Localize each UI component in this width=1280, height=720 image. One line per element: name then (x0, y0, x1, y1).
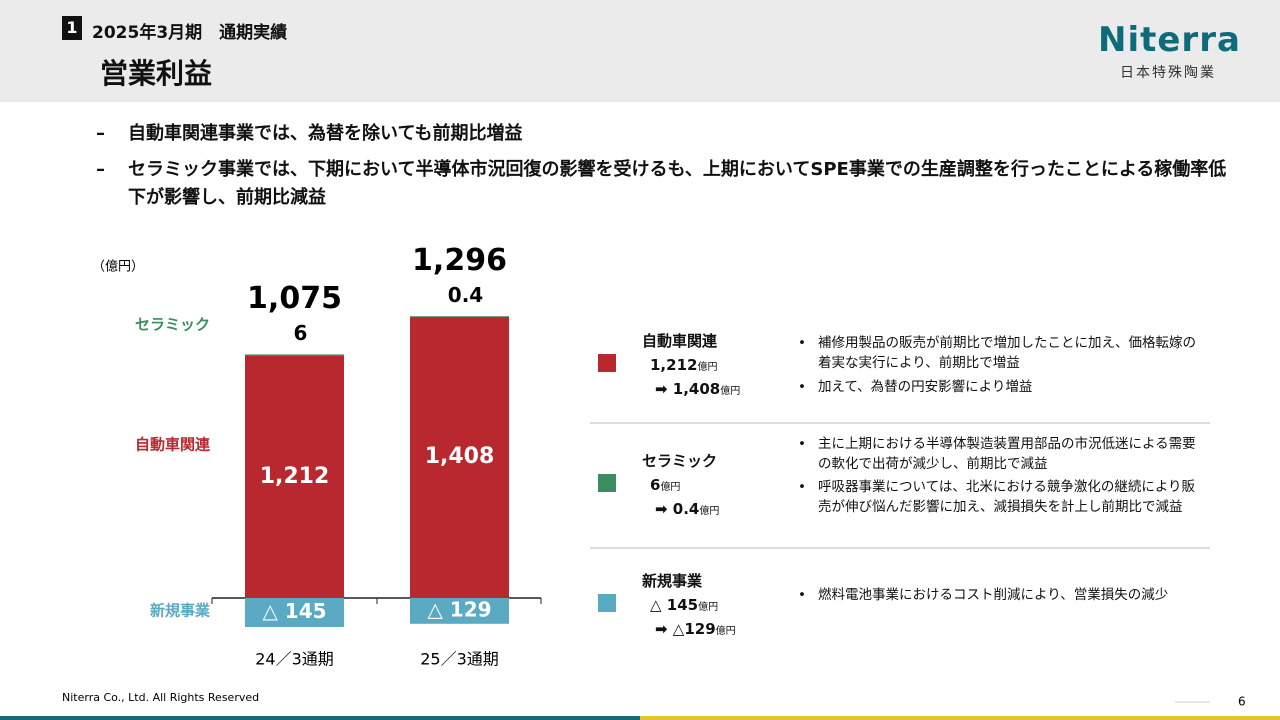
copyright: Niterra Co., Ltd. All Rights Reserved (62, 691, 259, 704)
page-number: 6 (1238, 695, 1246, 709)
section-number: 1 (62, 16, 82, 40)
unit: 億円 (697, 362, 718, 373)
note: 呼吸器事業については、北米における競争激化の継続により販売が伸び悩んだ影響に加え… (798, 477, 1203, 517)
before-value: △ 145億円 (650, 596, 718, 614)
after-value: ➡ △129億円 (655, 620, 736, 638)
bar-segment (245, 598, 344, 627)
value: 6 (650, 476, 661, 494)
value: 1,212 (650, 356, 698, 374)
bar-segment (245, 354, 344, 356)
row-name: セラミック (642, 452, 718, 470)
value: △129 (672, 620, 716, 638)
unit: 億円 (660, 482, 681, 493)
legend-label: 自動車関連 (135, 436, 211, 454)
footer-bar (0, 716, 640, 720)
value-label: 0.4 (448, 283, 483, 307)
bar-segment (410, 316, 509, 598)
x-tick-label: 24／3通期 (255, 650, 334, 669)
after-value: ➡ 0.4億円 (655, 500, 720, 518)
bullet: セラミック事業では、下期において半導体市況回復の影響を受けるも、上期においてSP… (96, 156, 1228, 212)
row-name: 新規事業 (642, 572, 703, 590)
logo: Niterra (1098, 20, 1241, 60)
value-label: 1,212 (260, 464, 330, 489)
color-swatch (598, 474, 616, 492)
logo-sub: 日本特殊陶業 (1120, 65, 1216, 81)
footer-bar (640, 716, 1280, 720)
total-label: 1,296 (412, 243, 507, 278)
after-value: ➡ 1,408億円 (655, 380, 741, 398)
value: 0.4 (672, 500, 700, 518)
value: 1,408 (672, 380, 721, 398)
legend-label: 新規事業 (150, 602, 211, 620)
bar-segment (410, 316, 509, 318)
before-value: 1,212億円 (650, 356, 717, 374)
header-band (0, 0, 1280, 102)
note: 加えて、為替の円安影響により増益 (798, 377, 1203, 397)
bullet: 自動車関連事業では、為替を除いても前期比増益 (96, 120, 1228, 148)
unit: 億円 (715, 626, 736, 637)
color-swatch (598, 354, 616, 372)
note: 主に上期における半導体製造装置用部品の市況低迷による需要の軟化で出荷が減少し、前… (798, 434, 1203, 474)
before-value: 6億円 (650, 476, 680, 494)
bar-segment (410, 598, 509, 624)
note: 補修用製品の販売が前期比で増加したことに加え、価格転嫁の着実な実行により、前期比… (798, 333, 1203, 373)
row-name: 自動車関連 (642, 332, 718, 350)
value-label: 6 (294, 321, 308, 345)
period: 2025年3月期 通期実績 (92, 23, 288, 43)
unit-label: （億円） (92, 259, 144, 275)
x-tick-label: 25／3通期 (420, 650, 499, 669)
total-label: 1,075 (247, 281, 342, 316)
color-swatch (598, 594, 616, 612)
value-label: △ 145 (262, 599, 326, 623)
unit: 億円 (720, 386, 741, 397)
unit: 億円 (698, 602, 719, 613)
bar-segment (245, 355, 344, 598)
note: 燃料電池事業におけるコスト削減により、営業損失の減少 (798, 585, 1203, 605)
value: △ 145 (650, 596, 699, 614)
unit: 億円 (699, 506, 720, 517)
value-label: 1,408 (425, 444, 495, 469)
value-label: △ 129 (427, 597, 491, 621)
legend-label: セラミック (135, 316, 210, 334)
slide-title: 営業利益 (100, 57, 213, 90)
